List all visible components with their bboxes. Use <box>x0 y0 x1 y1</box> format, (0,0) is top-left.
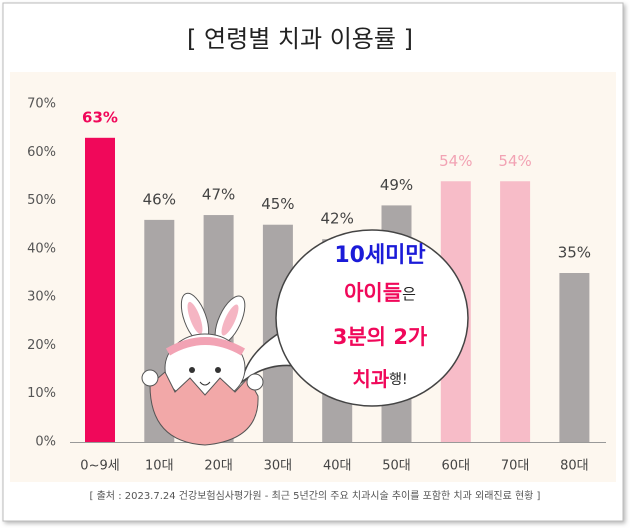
egg-shell <box>149 371 259 446</box>
y-tick-label: 40% <box>27 241 56 256</box>
value-label: 45% <box>261 195 294 213</box>
value-label: 63% <box>82 108 118 126</box>
annotation-text: 치과 <box>352 367 389 391</box>
eye <box>215 367 221 373</box>
mouth <box>199 381 211 386</box>
headband <box>165 337 246 356</box>
ear-inner <box>187 301 203 335</box>
x-tick-label: 30대 <box>264 459 293 474</box>
y-tick-label: 0% <box>35 435 56 450</box>
x-tick-label: 80대 <box>560 459 589 474</box>
hand <box>141 369 159 387</box>
x-tick-label: 70대 <box>501 459 530 474</box>
annotation-line: 3분의 2가 <box>333 325 428 349</box>
annotation-text: 은 <box>402 285 416 303</box>
x-tick-label: 20대 <box>204 459 233 474</box>
value-label: 49% <box>380 176 413 194</box>
x-tick-label: 10대 <box>145 459 174 474</box>
value-label: 54% <box>439 152 472 170</box>
source: [ 출처 : 2023.7.24 건강보험심사평가원 - 최근 5년간의 주요 … <box>90 490 541 502</box>
annotation-text: 10세미만 <box>334 243 425 268</box>
annotation-text: 3분의 2가 <box>333 325 428 349</box>
annotation-line: 치과행! <box>352 367 407 391</box>
value-label: 46% <box>143 190 176 208</box>
value-label: 54% <box>498 152 531 170</box>
bubble-fill <box>330 305 400 385</box>
y-tick-label: 70% <box>27 97 56 112</box>
annotation-text: 아이들 <box>344 281 402 305</box>
annotation-text: 행! <box>389 372 408 388</box>
annotation-line: 10세미만 <box>334 243 425 268</box>
bar <box>559 273 590 442</box>
y-tick-label: 10% <box>27 386 56 401</box>
value-label: 47% <box>202 186 235 204</box>
ear-inner <box>221 304 239 336</box>
y-tick-label: 60% <box>27 145 56 160</box>
y-tick-label: 20% <box>27 338 56 353</box>
bar <box>500 181 531 442</box>
x-tick-label: 50대 <box>382 459 411 474</box>
x-tick-label: 40대 <box>323 459 352 474</box>
mascot <box>141 229 469 446</box>
bar <box>85 137 115 443</box>
x-tick-label: 0~9세 <box>80 459 119 474</box>
value-label: 35% <box>558 244 591 262</box>
eye <box>189 367 195 373</box>
hand <box>246 373 264 391</box>
value-label: 42% <box>321 210 354 228</box>
x-tick-label: 60대 <box>442 459 471 474</box>
y-tick-label: 30% <box>27 290 56 305</box>
y-tick-label: 50% <box>27 193 56 208</box>
annotation-line: 아이들은 <box>344 281 416 305</box>
chart-title: [ 연령별 치과 이용률 ] <box>187 25 413 53</box>
